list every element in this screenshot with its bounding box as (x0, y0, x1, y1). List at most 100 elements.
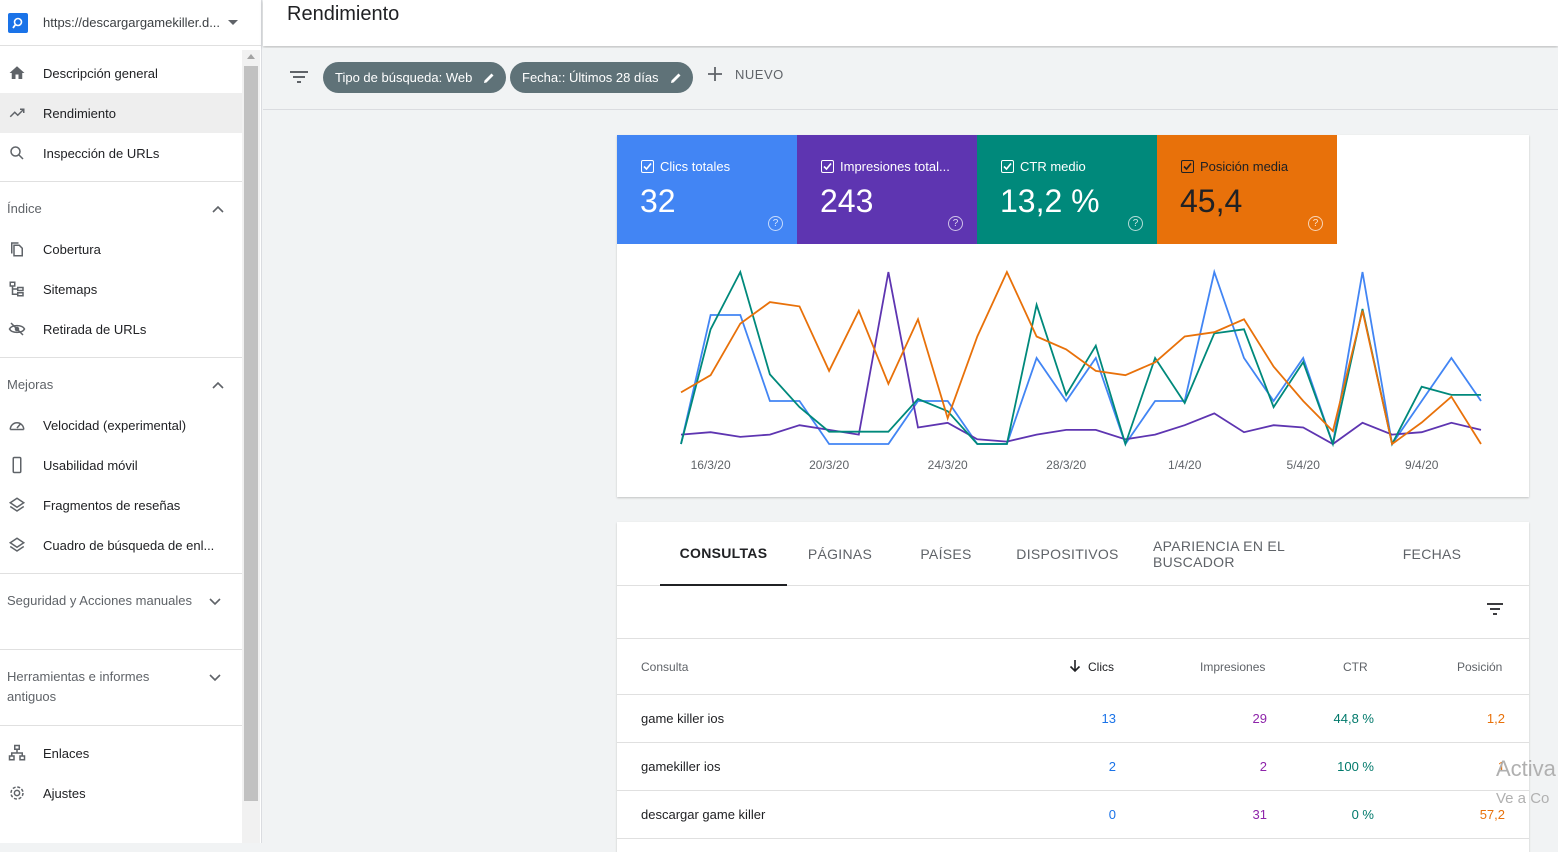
sidebar-item-label: Usabilidad móvil (43, 457, 138, 473)
tab-search-appearance[interactable]: APARIENCIA EN EL BUSCADOR (1153, 538, 1285, 570)
activation-watermark-subtext: Ve a Co (1496, 790, 1550, 807)
column-header-impressions[interactable]: Impresiones (1200, 660, 1266, 674)
position-cell: 1 (1497, 759, 1505, 774)
series-line-3 (680, 269, 1482, 446)
x-tick-label: 5/4/20 (1287, 458, 1321, 472)
section-title: Índice (7, 201, 42, 216)
section-title: Seguridad y Acciones manuales (7, 593, 193, 608)
sidebar-item-performance[interactable]: Rendimiento (0, 93, 242, 133)
metric-total-impressions[interactable]: Impresiones total... 243 ? (797, 135, 977, 244)
sidebar-item-label: Rendimiento (43, 105, 116, 121)
position-cell: 1,2 (1486, 711, 1505, 726)
sidebar-item-url-inspection[interactable]: Inspección de URLs (0, 133, 242, 173)
performance-line-chart: 16/3/20 20/3/20 24/3/20 28/3/20 1/4/20 5/4/20… (680, 268, 1482, 472)
table-row[interactable]: gamekiller ios 2 2 100 % 1 (617, 743, 1529, 791)
date-range-chip[interactable]: Fecha:: Últimos 28 días (510, 62, 693, 93)
column-header-ctr[interactable]: CTR (1343, 660, 1368, 674)
chevron-down-icon[interactable] (209, 591, 221, 616)
table-row[interactable]: game killer ios 13 29 44,8 % 1,2 (617, 695, 1529, 743)
settings-icon (7, 783, 27, 803)
clicks-cell: 13 (1101, 711, 1116, 726)
sidebar-item-coverage[interactable]: Cobertura (0, 229, 242, 269)
sidebar-item-sitemaps[interactable]: Sitemaps (0, 269, 242, 309)
tab-queries[interactable]: CONSULTAS (660, 522, 787, 586)
section-enhancements[interactable]: Mejoras (0, 375, 242, 395)
checkbox-checked-icon[interactable] (821, 160, 834, 173)
checkbox-checked-icon[interactable] (1181, 160, 1194, 173)
sitemap-icon (7, 279, 27, 299)
ctr-cell: 100 % (1337, 759, 1374, 774)
tab-devices[interactable]: DISPOSITIVOS (1016, 546, 1119, 562)
filter-bar: Tipo de búsqueda: Web Fecha:: Últimos 28… (263, 48, 1558, 110)
x-tick-label: 16/3/20 (691, 458, 731, 472)
column-header-position[interactable]: Posición (1457, 660, 1503, 674)
metric-label: Clics totales (660, 159, 731, 174)
query-cell: descargar game killer (641, 807, 766, 822)
sidebar-item-label: Cobertura (43, 241, 101, 257)
help-icon[interactable]: ? (1128, 216, 1143, 231)
divider (617, 638, 1529, 639)
sidebar-item-label: Descripción general (43, 65, 158, 81)
scrollbar-thumb[interactable] (244, 66, 258, 801)
speedometer-icon (7, 415, 27, 435)
new-filter-button[interactable]: NUEVO (707, 66, 784, 82)
table-row[interactable]: descargar game killer 0 31 0 % 57,2 (617, 791, 1529, 839)
metric-value: 45,4 (1180, 183, 1243, 219)
tab-countries[interactable]: PAÍSES (920, 546, 972, 562)
query-cell: game killer ios (641, 711, 725, 726)
sidebar-item-speed[interactable]: Velocidad (experimental) (0, 405, 242, 445)
help-icon[interactable]: ? (948, 216, 963, 231)
section-index[interactable]: Índice (0, 199, 242, 219)
help-icon[interactable]: ? (1308, 216, 1323, 231)
home-icon (7, 63, 27, 83)
chip-label: Fecha:: Últimos 28 días (522, 70, 659, 85)
divider (0, 649, 242, 650)
metric-average-ctr[interactable]: CTR medio 13,2 % ? (977, 135, 1157, 244)
sidebar-item-url-removal[interactable]: Retirada de URLs (0, 309, 242, 349)
series-line-0 (680, 268, 1482, 447)
sidebar-scrollbar[interactable] (242, 50, 260, 843)
chevron-down-icon[interactable] (209, 667, 221, 692)
search-type-chip[interactable]: Tipo de búsqueda: Web (323, 62, 507, 93)
sidebar-item-overview[interactable]: Descripción general (0, 53, 242, 93)
sidebar-item-settings[interactable]: Ajustes (0, 773, 242, 813)
scroll-up-arrow-icon[interactable] (247, 54, 255, 59)
metric-value: 13,2 % (1000, 183, 1100, 219)
section-security[interactable]: Seguridad y Acciones manuales (0, 591, 200, 611)
metric-label: CTR medio (1020, 159, 1086, 174)
sidebar-item-mobile-usability[interactable]: Usabilidad móvil (0, 445, 242, 485)
phone-icon (7, 455, 27, 475)
checkbox-checked-icon[interactable] (641, 160, 654, 173)
dimension-tabs: CONSULTAS PÁGINAS PAÍSES DISPOSITIVOS AP… (617, 522, 1529, 586)
checkbox-checked-icon[interactable] (1001, 160, 1014, 173)
sidebar-item-links[interactable]: Enlaces (0, 733, 242, 773)
arrow-down-icon[interactable] (1069, 659, 1081, 678)
section-legacy-tools[interactable]: Herramientas e informes antiguos (0, 667, 200, 707)
sidebar-item-label: Sitemaps (43, 281, 98, 297)
copy-icon (7, 239, 27, 259)
series-line-2 (680, 269, 1481, 448)
pencil-icon[interactable] (669, 71, 683, 85)
metric-average-position[interactable]: Posición media 45,4 ? (1157, 135, 1337, 244)
sidebar-item-sitelinks-searchbox[interactable]: Cuadro de búsqueda de enl... (0, 525, 242, 565)
metric-label-row: CTR medio (1001, 159, 1151, 174)
column-header-query[interactable]: Consulta (641, 660, 689, 674)
sidebar-item-review-snippets[interactable]: Fragmentos de reseñas (0, 485, 242, 525)
property-selector[interactable]: https://descargargamekiller.d... (0, 0, 261, 46)
pencil-icon[interactable] (482, 71, 496, 85)
sidebar-item-label: Velocidad (experimental) (43, 417, 187, 433)
help-icon[interactable]: ? (768, 216, 783, 231)
ctr-cell: 44,8 % (1333, 711, 1374, 726)
tab-dates[interactable]: FECHAS (1402, 546, 1462, 562)
table-filter-icon[interactable] (1485, 601, 1505, 622)
tab-pages[interactable]: PÁGINAS (807, 546, 873, 562)
column-header-clicks[interactable]: Clics (1088, 660, 1114, 674)
clicks-cell: 2 (1108, 759, 1116, 774)
filter-icon[interactable] (289, 68, 309, 91)
x-tick-label: 28/3/20 (1046, 458, 1086, 472)
metric-total-clicks[interactable]: Clics totales 32 ? (617, 135, 797, 244)
divider (0, 357, 242, 358)
chevron-down-icon[interactable] (227, 14, 239, 32)
x-tick-label: 20/3/20 (809, 458, 849, 472)
metric-label-row: Posición media (1181, 159, 1331, 174)
